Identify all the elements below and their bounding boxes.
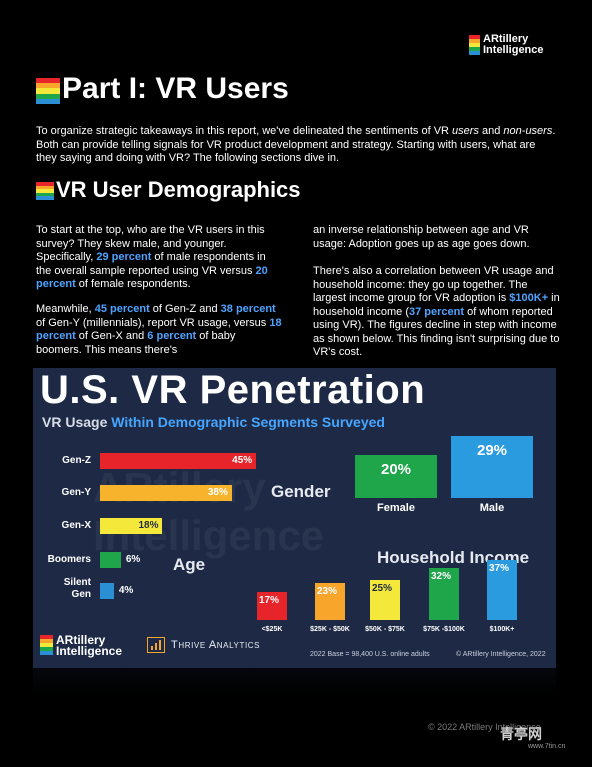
infographic-reflection [33,668,556,696]
col1-paragraph1: To start at the top, who are the VR user… [36,224,268,290]
gender-category-label: Female [377,502,415,514]
income-bar [370,579,400,620]
income-bar [315,582,345,620]
age-chart-title: Age [173,555,206,574]
income-category-label: $100K+ [489,626,515,633]
gender-chart-title: Gender [271,482,331,501]
income-category-label: <$25K [261,626,283,633]
income-category-label: $25K - $50K [310,626,350,633]
col1-paragraph2: Meanwhile, 45 percent of Gen-Z and 38 pe… [36,303,282,356]
infographic-brand-line1: ARtillery [56,633,106,647]
thrive-analytics-text: Thrive Analytics [171,639,261,651]
income-bar [429,568,459,620]
income-value-label: 37% [489,563,510,575]
gender-bar: 20% [355,455,437,498]
part-title-mark-icon [36,78,60,104]
gender-value-label: 20% [380,461,412,479]
infographic-brand-line2: Intelligence [56,644,123,658]
site-watermark: 青亭网 [500,726,542,742]
age-value-label: 18% [138,520,159,531]
income-bar [257,592,287,620]
age-value-label: 45% [232,455,253,466]
income-value-label: 25% [372,582,393,594]
income-category-label: $50K - $75K [365,626,405,633]
age-category-label: Silent Gen [63,577,91,600]
age-category-label: Gen-Z [62,455,91,466]
age-category-label: Gen-X [61,520,91,531]
income-value-label: 23% [317,585,338,597]
base-note: 2022 Base = 98,400 U.S. online adults [310,651,430,658]
brand-name-line1: ARtillery [483,33,529,45]
section-title-mark-icon [36,182,54,200]
age-value-label: 38% [207,487,228,498]
income-value-label: 17% [259,595,280,607]
infographic-subtitle: VR Usage Within Demographic Segments Sur… [42,414,385,430]
gender-category-label: Male [479,502,505,514]
gender-bar: 29% [451,435,533,498]
age-value-label: 6% [125,554,141,565]
part-title: Part I: VR Users [62,72,289,105]
age-category-label: Gen-Y [61,487,91,498]
col2-paragraph2: There's also a correlation between VR us… [313,265,560,358]
section-title: VR User Demographics [56,177,301,202]
age-category-label: Boomers [47,554,91,565]
income-bar [487,560,517,620]
col2-paragraph1: an inverse relationship between age and … [313,224,530,250]
age-value-label: 4% [118,585,134,596]
infographic-copyright: © ARtillery Intelligence, 2022 [456,651,546,658]
income-value-label: 32% [431,571,452,583]
age-bar [100,552,121,568]
logo-mark-icon [40,635,53,655]
gender-value-label: 29% [476,441,508,459]
bar-chart-icon [147,637,165,653]
logo-mark-icon [469,35,480,55]
infographic-brand-logo: ARtillery Intelligence [40,634,150,658]
intro-paragraph: To organize strategic takeaways in this … [36,125,556,164]
age-bar [100,485,232,501]
page-copyright: © 2022 ARtillery Intelligence [428,722,541,732]
age-bar [100,453,257,469]
age-bar [100,518,163,534]
infographic-title: U.S. VR Penetration [40,368,426,412]
brand-name-line2: Intelligence [483,44,544,56]
site-url-watermark: www.7tin.cn [528,743,566,750]
age-bar [100,583,114,599]
thrive-analytics-logo: Thrive Analytics [147,636,277,654]
brand-logo: ARtillery Intelligence [469,34,589,58]
income-category-label: $75K -$100K [423,626,465,633]
